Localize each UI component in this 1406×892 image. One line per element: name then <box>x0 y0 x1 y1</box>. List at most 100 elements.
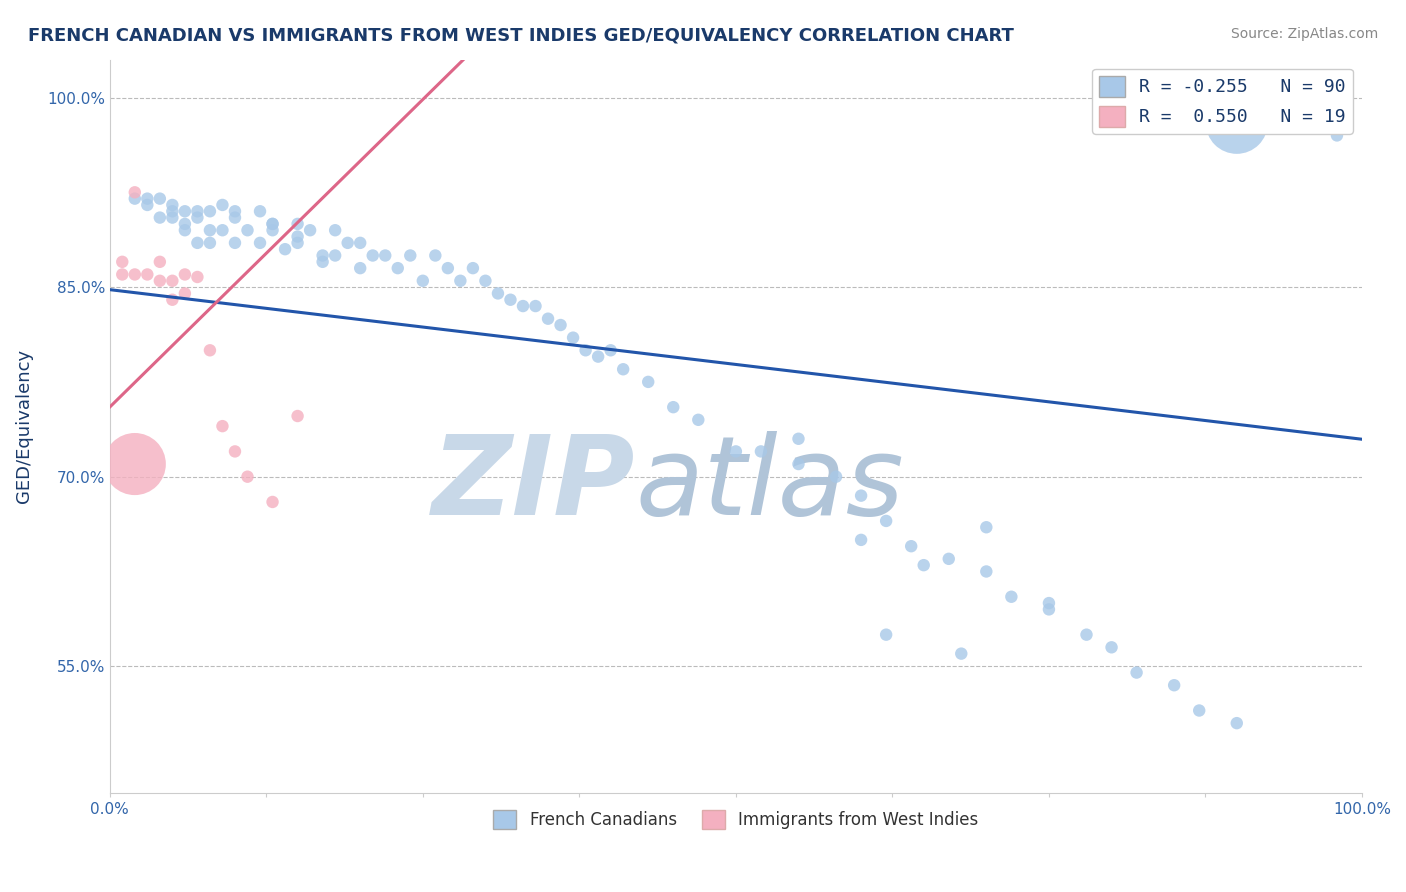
Point <box>349 261 371 276</box>
Point <box>524 299 547 313</box>
Point <box>1125 665 1147 680</box>
Point <box>186 204 208 219</box>
Point <box>124 186 146 200</box>
Point <box>938 551 960 566</box>
Point <box>336 235 359 250</box>
Point <box>1163 678 1185 692</box>
Point <box>124 192 146 206</box>
Point <box>224 211 246 225</box>
Point <box>486 286 509 301</box>
Point <box>562 331 585 345</box>
Point <box>249 235 271 250</box>
Point <box>575 343 598 358</box>
Point <box>912 558 935 573</box>
Point <box>688 413 710 427</box>
Point <box>149 274 172 288</box>
Point <box>287 409 309 423</box>
Point <box>249 204 271 219</box>
Point <box>425 248 447 262</box>
Text: Source: ZipAtlas.com: Source: ZipAtlas.com <box>1230 27 1378 41</box>
Point <box>198 343 221 358</box>
Point <box>162 204 184 219</box>
Point <box>173 268 195 282</box>
Point <box>162 198 184 212</box>
Point <box>162 293 184 307</box>
Point <box>299 223 322 237</box>
Point <box>149 211 172 225</box>
Point <box>311 255 333 269</box>
Point <box>224 235 246 250</box>
Point <box>162 274 184 288</box>
Point <box>173 286 195 301</box>
Point <box>787 457 810 471</box>
Point <box>173 223 195 237</box>
Point <box>787 432 810 446</box>
Point <box>236 223 259 237</box>
Point <box>224 444 246 458</box>
Point <box>136 198 159 212</box>
Point <box>412 274 434 288</box>
Point <box>149 255 172 269</box>
Point <box>186 235 208 250</box>
Point <box>950 647 973 661</box>
Point <box>274 242 297 256</box>
Point <box>875 514 897 528</box>
Point <box>825 469 848 483</box>
Point <box>749 444 772 458</box>
Point <box>586 350 609 364</box>
Point <box>849 489 872 503</box>
Point <box>599 343 621 358</box>
Point <box>311 248 333 262</box>
Point <box>287 235 309 250</box>
Point <box>637 375 659 389</box>
Point <box>449 274 471 288</box>
Point <box>162 211 184 225</box>
Point <box>136 268 159 282</box>
Point <box>875 628 897 642</box>
Text: ZIP: ZIP <box>432 431 636 538</box>
Point <box>173 217 195 231</box>
Point <box>236 469 259 483</box>
Point <box>512 299 534 313</box>
Legend: French Canadians, Immigrants from West Indies: French Canadians, Immigrants from West I… <box>486 803 986 836</box>
Point <box>1076 628 1098 642</box>
Point <box>287 217 309 231</box>
Point <box>550 318 572 332</box>
Point <box>186 211 208 225</box>
Point <box>124 268 146 282</box>
Point <box>198 223 221 237</box>
Point <box>1226 716 1249 731</box>
Point <box>1038 596 1060 610</box>
Point <box>1226 116 1249 130</box>
Point <box>437 261 460 276</box>
Point <box>849 533 872 547</box>
Point <box>976 565 998 579</box>
Point <box>361 248 384 262</box>
Point <box>224 204 246 219</box>
Point <box>186 270 208 285</box>
Point <box>111 268 134 282</box>
Point <box>1000 590 1022 604</box>
Point <box>537 311 560 326</box>
Point <box>198 235 221 250</box>
Point <box>1038 602 1060 616</box>
Y-axis label: GED/Equivalency: GED/Equivalency <box>15 349 32 503</box>
Point <box>474 274 496 288</box>
Point <box>136 192 159 206</box>
Point <box>461 261 484 276</box>
Point <box>262 223 284 237</box>
Point <box>1101 640 1123 655</box>
Point <box>1188 704 1211 718</box>
Point <box>612 362 634 376</box>
Point <box>662 400 685 414</box>
Point <box>211 419 233 434</box>
Point <box>399 248 422 262</box>
Point <box>198 204 221 219</box>
Point <box>374 248 396 262</box>
Point <box>149 192 172 206</box>
Point <box>349 235 371 250</box>
Point <box>262 495 284 509</box>
Point <box>724 444 747 458</box>
Point <box>499 293 522 307</box>
Point <box>211 223 233 237</box>
